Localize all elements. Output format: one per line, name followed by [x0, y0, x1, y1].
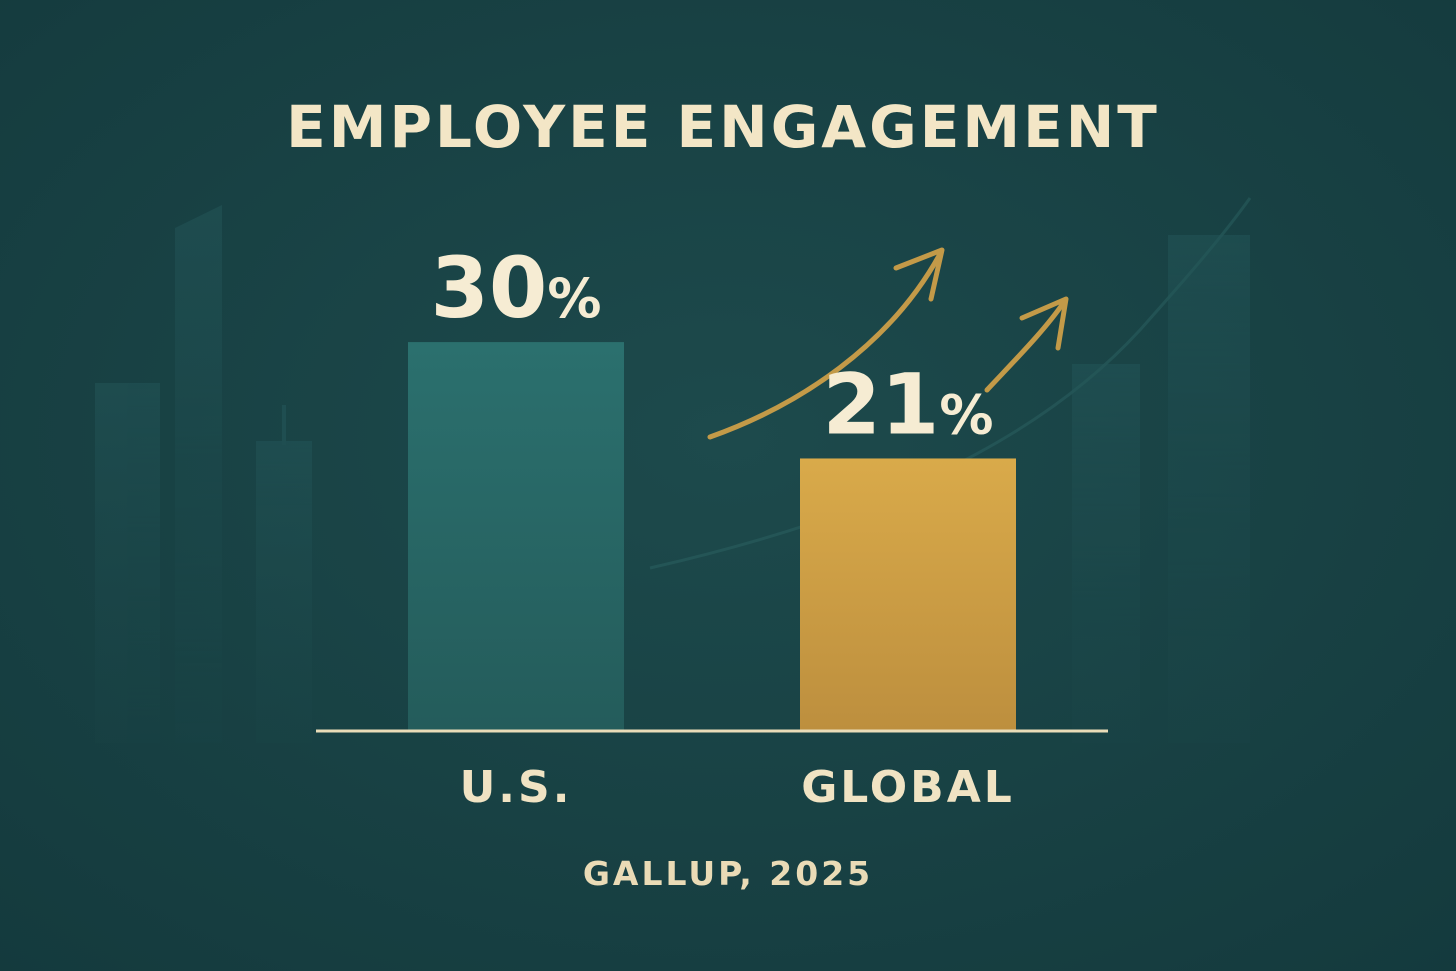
decor-bar	[1168, 235, 1250, 743]
chart-title: EMPLOYEE ENGAGEMENT	[286, 93, 1160, 161]
category-label: U.S.	[460, 762, 573, 813]
decor-bar	[256, 441, 312, 743]
background-decoration	[95, 197, 1252, 743]
decor-bar	[175, 205, 222, 743]
category-label: GLOBAL	[801, 762, 1015, 813]
trend-arrow-icon	[707, 251, 943, 440]
value-labels-layer: 30% 21%	[430, 239, 993, 453]
trend-arrow-icon	[984, 299, 1067, 393]
bar-us	[408, 342, 624, 730]
trend-arrow-head-icon	[1019, 296, 1069, 351]
bar-global	[800, 458, 1016, 730]
value-label: 21%	[822, 355, 993, 453]
decor-bar	[282, 405, 286, 445]
chart-source: GALLUP, 2025	[583, 854, 873, 893]
category-labels-layer: U.S. GLOBAL	[460, 762, 1015, 813]
value-label: 30%	[430, 239, 601, 337]
decor-bar	[95, 383, 160, 743]
decor-bar	[1072, 364, 1140, 743]
decor-trend-line	[649, 197, 1252, 570]
trend-arrows	[707, 247, 1069, 440]
bars-layer	[408, 342, 1016, 730]
trend-arrow-head-icon	[893, 247, 945, 302]
